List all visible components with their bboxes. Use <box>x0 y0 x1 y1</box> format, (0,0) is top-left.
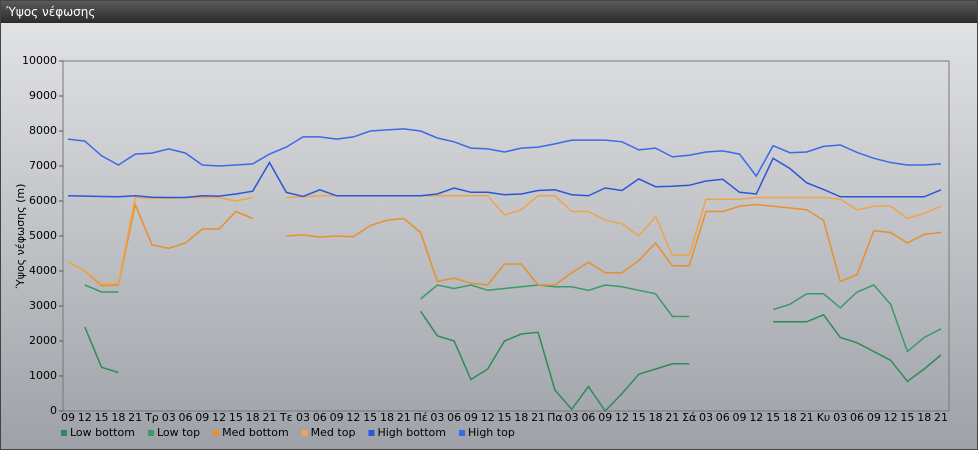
x-tick-label: 18 <box>380 411 394 424</box>
y-tick-label: 2000 <box>29 334 57 347</box>
legend-swatch <box>213 430 220 436</box>
x-tick-label: 06 <box>313 411 327 424</box>
y-tick-label: 7000 <box>29 159 57 172</box>
x-tick-label: 03 <box>296 411 310 424</box>
y-tick-label: 0 <box>50 404 57 417</box>
x-tick-label: 12 <box>346 411 360 424</box>
series-line <box>67 157 942 199</box>
x-tick-label: 09 <box>195 411 209 424</box>
y-tick-label: 4000 <box>29 264 57 277</box>
x-tick-label: 03 <box>430 411 444 424</box>
x-tick-label: 15 <box>632 411 646 424</box>
y-tick-label: 5000 <box>29 229 57 242</box>
x-tick-label: 12 <box>749 411 763 424</box>
x-tick-label: 21 <box>397 411 411 424</box>
x-tick-label: Πέ <box>413 411 427 424</box>
x-tick-label: 12 <box>78 411 92 424</box>
x-tick-label: 12 <box>481 411 495 424</box>
x-tick-label: 12 <box>615 411 629 424</box>
x-tick-label: 03 <box>833 411 847 424</box>
series-line <box>84 284 942 353</box>
x-tick-label: 18 <box>917 411 931 424</box>
x-tick-label: Πα <box>547 411 563 424</box>
series-line <box>67 201 942 287</box>
series-line <box>84 310 942 413</box>
x-tick-label: 15 <box>766 411 780 424</box>
x-tick-label: 18 <box>111 411 125 424</box>
legend-swatch <box>147 430 154 436</box>
series-line <box>67 128 942 178</box>
x-tick-label: 06 <box>716 411 730 424</box>
series-line <box>67 195 942 286</box>
y-tick-label: 8000 <box>29 124 57 137</box>
legend-swatch <box>61 430 67 436</box>
y-tick-label: 3000 <box>29 299 57 312</box>
legend-swatch <box>368 430 375 436</box>
x-tick-label: 21 <box>262 411 276 424</box>
x-tick-label: 21 <box>531 411 545 424</box>
plot-area <box>62 60 950 412</box>
x-tick-label: 21 <box>128 411 142 424</box>
x-tick-label: Κυ <box>817 411 831 424</box>
x-tick-label: 06 <box>581 411 595 424</box>
x-tick-label: 06 <box>850 411 864 424</box>
x-tick-label: 15 <box>900 411 914 424</box>
legend-label: Med top <box>311 426 356 439</box>
x-tick-label: 09 <box>867 411 881 424</box>
x-tick-label: 12 <box>884 411 898 424</box>
x-tick-label: 06 <box>447 411 461 424</box>
x-tick-label: Τρ <box>144 411 159 424</box>
x-tick-label: Τε <box>279 411 293 424</box>
x-tick-label: 03 <box>699 411 713 424</box>
x-tick-label: 09 <box>61 411 75 424</box>
legend-label: Low top <box>157 426 200 439</box>
x-tick-label: 09 <box>733 411 747 424</box>
x-tick-label: 15 <box>363 411 377 424</box>
window-title: Ύψος νέφωσης <box>6 5 96 19</box>
x-tick-label: 18 <box>246 411 260 424</box>
x-tick-label: 15 <box>498 411 512 424</box>
y-tick-label: 10000 <box>22 54 57 67</box>
x-tick-label: 15 <box>229 411 243 424</box>
x-tick-label: 09 <box>598 411 612 424</box>
x-tick-label: 18 <box>514 411 528 424</box>
y-axis-label: Ύψος νέφωσης (m) <box>14 184 27 290</box>
y-tick-label: 6000 <box>29 194 57 207</box>
legend-label: High top <box>468 426 515 439</box>
x-tick-label: 09 <box>464 411 478 424</box>
x-tick-label: 21 <box>665 411 679 424</box>
legend-label: Low bottom <box>70 426 135 439</box>
y-tick-label: 9000 <box>29 89 57 102</box>
x-tick-label: 06 <box>179 411 193 424</box>
x-tick-label: 18 <box>649 411 663 424</box>
legend-swatch <box>301 430 308 436</box>
legend-label: High bottom <box>377 426 446 439</box>
legend-label: Med bottom <box>222 426 289 439</box>
x-tick-label: 21 <box>800 411 814 424</box>
x-tick-label: 12 <box>212 411 226 424</box>
title-bar: Ύψος νέφωσης <box>1 1 977 23</box>
x-tick-label: 03 <box>162 411 176 424</box>
y-tick-label: 1000 <box>29 369 57 382</box>
legend-swatch <box>459 430 465 436</box>
x-tick-label: 21 <box>934 411 948 424</box>
x-tick-label: 09 <box>330 411 344 424</box>
x-tick-label: Σά <box>682 411 696 424</box>
x-tick-label: 18 <box>783 411 797 424</box>
x-tick-label: 15 <box>95 411 109 424</box>
x-tick-label: 03 <box>565 411 579 424</box>
